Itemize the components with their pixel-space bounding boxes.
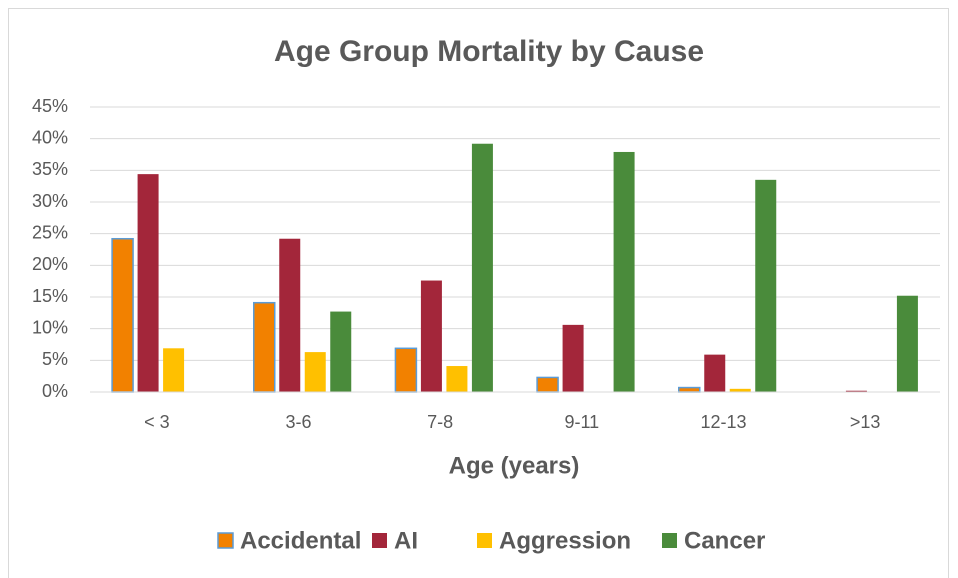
bar [163, 348, 185, 392]
x-tick-label: >13 [850, 412, 881, 432]
bar [755, 179, 777, 392]
y-tick-label: 45% [32, 96, 68, 116]
x-tick-label: 7-8 [427, 412, 453, 432]
y-tick-label: 40% [32, 127, 68, 147]
chart-title: Age Group Mortality by Cause [274, 35, 704, 68]
y-tick-label: 35% [32, 159, 68, 179]
bar [111, 237, 134, 393]
bar [330, 311, 352, 392]
y-tick-label: 20% [32, 254, 68, 274]
bar [420, 280, 442, 392]
bar [137, 174, 159, 392]
legend-label: Cancer [684, 527, 765, 554]
bar [845, 390, 867, 392]
bar [279, 238, 301, 392]
bar [536, 376, 559, 393]
x-tick-label: < 3 [144, 412, 170, 432]
x-tick-label: 9-11 [564, 412, 599, 432]
bar [896, 295, 918, 392]
x-tick-label: 3-6 [285, 412, 311, 432]
bar [704, 354, 726, 392]
legend-label: Aggression [499, 527, 631, 554]
bar [253, 301, 276, 393]
bar [394, 347, 418, 393]
legend-swatch [662, 533, 677, 548]
legend-swatch [477, 533, 492, 548]
bar [613, 151, 635, 392]
bar [446, 366, 468, 392]
legend-label: AI [394, 527, 418, 554]
bar [729, 388, 751, 392]
y-tick-label: 0% [42, 381, 68, 401]
bar [304, 352, 326, 392]
legend-swatch [217, 532, 234, 549]
x-axis-title: Age (years) [449, 452, 580, 479]
x-tick-label: 12-13 [700, 412, 746, 432]
legend-label: Accidental [240, 527, 361, 554]
y-tick-label: 5% [42, 349, 68, 369]
legend-swatch [372, 533, 387, 548]
y-tick-label: 10% [32, 317, 68, 337]
y-tick-label: 30% [32, 191, 68, 211]
y-tick-label: 15% [32, 286, 68, 306]
bar [471, 143, 493, 392]
bar [562, 324, 584, 392]
bar [678, 386, 701, 393]
y-tick-label: 25% [32, 222, 68, 242]
